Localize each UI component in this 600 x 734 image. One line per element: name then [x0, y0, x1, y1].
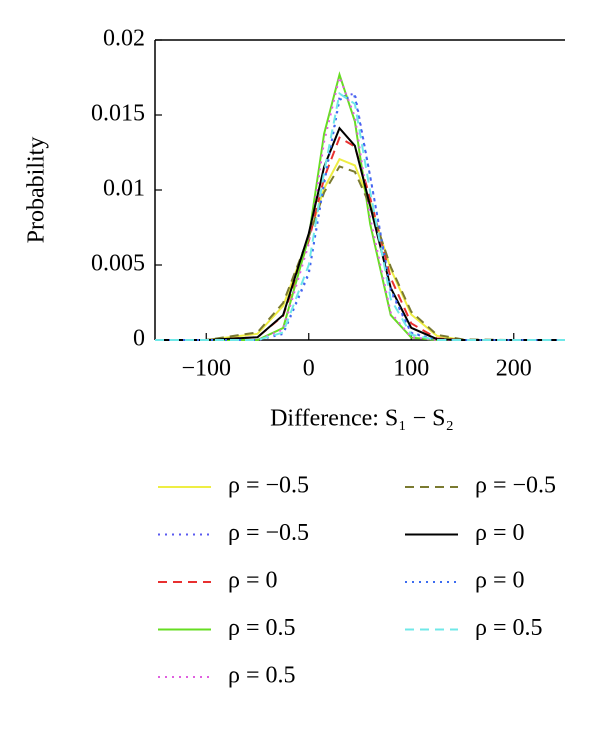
y-tick-label: 0.015	[91, 101, 145, 127]
y-tick-label: 0.02	[103, 26, 145, 52]
legend-label: ρ = 0	[228, 568, 278, 594]
legend-label: ρ = 0	[475, 568, 525, 594]
x-tick-label: 100	[393, 356, 429, 382]
series-line	[155, 157, 565, 341]
series-line	[155, 73, 565, 341]
series-line	[155, 95, 565, 341]
x-axis-label: Difference: S₁ − S₂	[270, 406, 454, 432]
series-line	[155, 91, 565, 341]
legend-label: ρ = 0.5	[228, 663, 296, 689]
y-tick-label: 0	[133, 326, 145, 352]
series-line	[155, 165, 565, 341]
legend-label: ρ = −0.5	[228, 520, 309, 546]
y-axis-label: Probability	[24, 137, 50, 244]
x-tick-label: −100	[181, 356, 231, 382]
legend-label: ρ = 0.5	[228, 615, 296, 641]
y-tick-label: 0.005	[91, 251, 145, 277]
x-tick-label: 200	[496, 356, 532, 382]
y-tick-label: 0.01	[103, 176, 145, 202]
series-line	[155, 71, 565, 341]
legend-label: ρ = 0	[475, 520, 525, 546]
legend-label: ρ = −0.5	[475, 473, 556, 499]
x-tick-label: 0	[303, 356, 315, 382]
legend-label: ρ = −0.5	[228, 473, 309, 499]
legend-label: ρ = 0.5	[475, 615, 543, 641]
